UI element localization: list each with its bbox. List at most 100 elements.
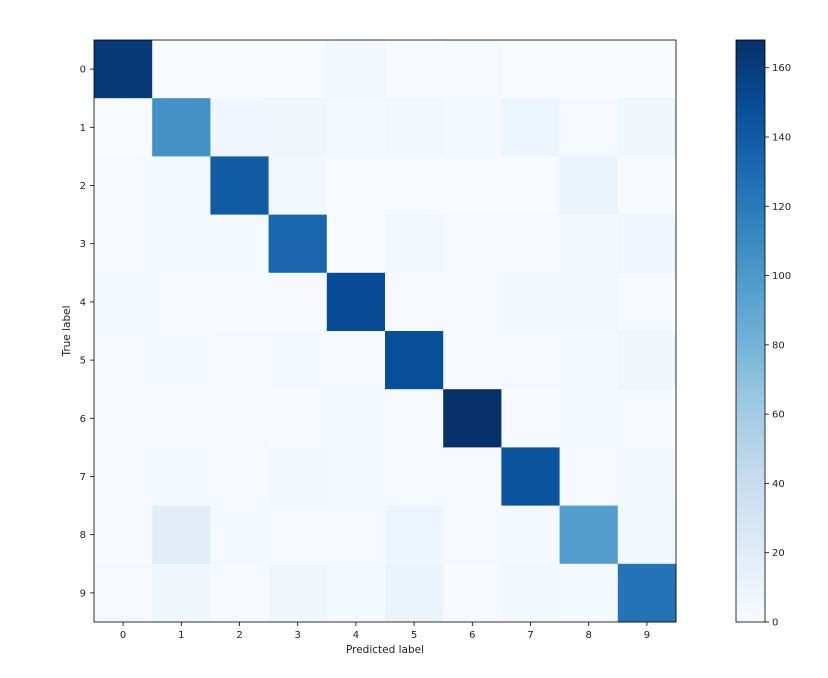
matrix-cell-0-6 [443, 40, 502, 99]
matrix-cell-6-5 [385, 389, 444, 448]
x-tick-label: 1 [178, 630, 184, 641]
plot-frame [93, 39, 677, 623]
matrix-cell-6-7 [501, 389, 560, 448]
matrix-cell-6-1 [152, 389, 211, 448]
matrix-cell-9-3 [268, 563, 328, 623]
matrix-cell-4-7 [501, 272, 560, 332]
matrix-cell-8-5 [385, 505, 444, 565]
y-tick-label: 7 [80, 472, 86, 483]
colorbar-tick-label: 40 [772, 479, 785, 490]
matrix-cell-1-3 [268, 98, 328, 157]
matrix-cell-9-5 [385, 563, 444, 623]
x-tick-label: 5 [411, 630, 417, 641]
colorbar-tick-label: 20 [772, 548, 785, 559]
matrix-cell-7-8 [559, 447, 619, 506]
matrix-cell-9-6 [443, 563, 502, 623]
matrix-cell-5-5 [385, 331, 444, 390]
y-axis-ticks: 0 1 2 3 4 5 6 7 8 9 [80, 65, 94, 599]
matrix-cell-8-8 [559, 505, 619, 565]
x-axis-ticks: 0 1 2 3 4 5 6 7 8 9 [120, 622, 650, 641]
matrix-cell-1-2 [210, 98, 269, 157]
matrix-cells [94, 40, 677, 623]
colorbar-tick-label: 120 [772, 202, 791, 213]
x-tick-label: 9 [644, 630, 650, 641]
matrix-cell-8-6 [443, 505, 502, 565]
x-axis-label: Predicted label [346, 644, 424, 656]
matrix-cell-3-0 [94, 214, 153, 274]
matrix-cell-1-5 [385, 98, 444, 157]
matrix-cell-9-8 [559, 563, 619, 623]
matrix-cell-5-3 [268, 331, 328, 390]
matrix-cell-5-8 [559, 331, 619, 390]
matrix-cell-4-0 [94, 272, 153, 332]
matrix-cell-5-7 [501, 331, 560, 390]
matrix-cell-0-8 [559, 40, 619, 99]
matrix-cell-7-7 [501, 447, 560, 506]
matrix-cell-2-9 [617, 156, 677, 215]
matrix-cell-7-1 [152, 447, 211, 506]
matrix-cell-3-6 [443, 214, 502, 274]
matrix-cell-0-4 [326, 40, 386, 99]
matrix-cell-0-5 [385, 40, 444, 99]
matrix-cell-8-2 [210, 505, 269, 565]
matrix-cell-6-2 [210, 389, 269, 448]
matrix-cell-0-7 [501, 40, 560, 99]
y-tick-label: 5 [80, 356, 86, 367]
matrix-cell-7-3 [268, 447, 328, 506]
matrix-cell-4-3 [268, 272, 328, 332]
matrix-cell-7-2 [210, 447, 269, 506]
x-tick-label: 2 [236, 630, 242, 641]
matrix-cell-8-0 [94, 505, 153, 565]
x-tick-label: 6 [469, 630, 475, 641]
matrix-cell-6-8 [559, 389, 619, 448]
matrix-cell-1-6 [443, 98, 502, 157]
colorbar-tick-label: 0 [772, 618, 778, 629]
colorbar-tick-label: 80 [772, 340, 785, 351]
y-tick-label: 3 [80, 239, 86, 250]
matrix-cell-1-8 [559, 98, 619, 157]
matrix-cell-5-0 [94, 331, 153, 390]
matrix-cell-6-0 [94, 389, 153, 448]
matrix-cell-9-9 [617, 563, 677, 623]
matrix-cell-5-9 [617, 331, 677, 390]
matrix-cell-1-9 [617, 98, 677, 157]
matrix-cell-4-5 [385, 272, 444, 332]
y-tick-label: 0 [80, 65, 86, 76]
matrix-cell-0-1 [152, 40, 211, 99]
matrix-cell-7-6 [443, 447, 502, 506]
matrix-cell-2-7 [501, 156, 560, 215]
x-tick-label: 4 [353, 630, 359, 641]
matrix-cell-0-0 [94, 40, 153, 99]
matrix-cell-6-9 [617, 389, 677, 448]
matrix-cell-0-3 [268, 40, 328, 99]
matrix-cell-3-1 [152, 214, 211, 274]
matrix-cell-9-1 [152, 563, 211, 623]
matrix-cell-4-2 [210, 272, 269, 332]
matrix-cell-3-3 [268, 214, 328, 274]
matrix-cell-8-4 [326, 505, 386, 565]
matrix-cell-1-4 [326, 98, 386, 157]
matrix-cell-7-0 [94, 447, 153, 506]
matrix-cell-6-4 [326, 389, 386, 448]
colorbar-tick-label: 60 [772, 410, 785, 421]
matrix-cell-3-8 [559, 214, 619, 274]
matrix-cell-2-3 [268, 156, 328, 215]
matrix-cell-7-4 [326, 447, 386, 506]
y-tick-label: 9 [80, 588, 86, 599]
matrix-cell-1-0 [94, 98, 153, 157]
x-tick-label: 0 [120, 630, 126, 641]
matrix-cell-0-2 [210, 40, 269, 99]
matrix-cell-7-5 [385, 447, 444, 506]
matrix-cell-2-0 [94, 156, 153, 215]
y-tick-label: 4 [80, 297, 86, 308]
matrix-cell-3-5 [385, 214, 444, 274]
matrix-cell-3-7 [501, 214, 560, 274]
matrix-cell-5-1 [152, 331, 211, 390]
matrix-cell-4-1 [152, 272, 211, 332]
matrix-cell-2-4 [326, 156, 386, 215]
y-tick-label: 2 [80, 181, 86, 192]
x-tick-label: 7 [527, 630, 533, 641]
colorbar-tick-label: 100 [772, 271, 791, 282]
y-tick-label: 1 [80, 123, 86, 134]
